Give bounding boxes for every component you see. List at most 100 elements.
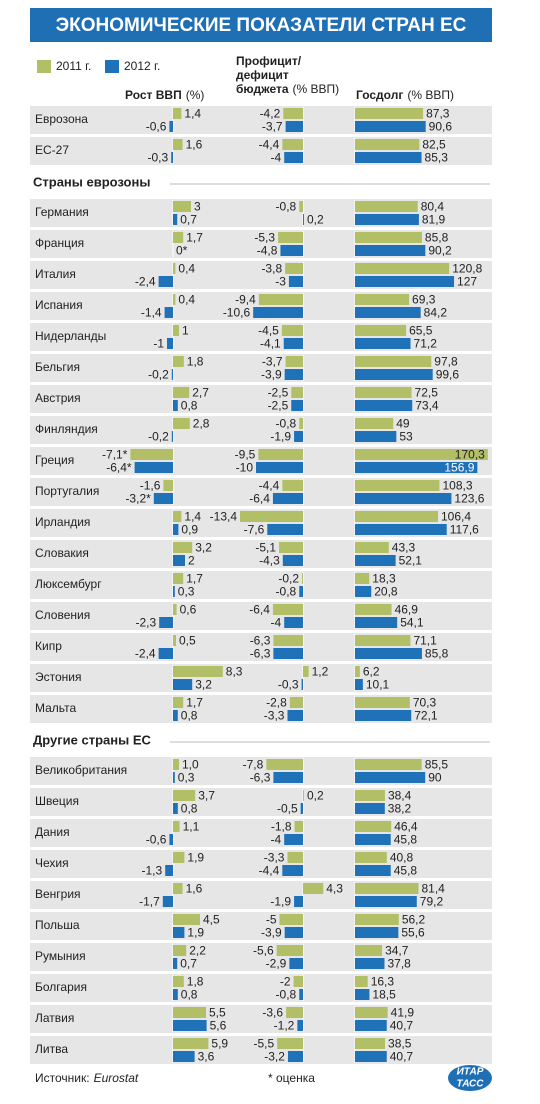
bar — [355, 449, 488, 460]
value-label: -6,3 — [250, 647, 271, 661]
bar — [159, 617, 173, 628]
bar — [173, 790, 196, 801]
bar — [355, 307, 421, 318]
logo-text: ИТАР — [457, 1067, 484, 1078]
value-label: 90,6 — [429, 120, 453, 134]
column-header-title: дефицит — [236, 68, 289, 82]
bar — [273, 648, 303, 659]
value-label: 16,3 — [371, 975, 395, 989]
bar — [267, 524, 303, 535]
bar — [355, 152, 422, 163]
column-header: бюджета (% ВВП) — [236, 82, 339, 96]
source-name: Eurostat — [94, 1071, 139, 1085]
column-header-title: Профицит/ — [236, 54, 302, 68]
legend-label: 2012 г. — [124, 59, 160, 73]
bar — [355, 400, 413, 411]
country-label: Бельгия — [35, 360, 80, 374]
value-label: 3,7 — [198, 789, 215, 803]
bar — [294, 821, 303, 832]
row-background — [30, 323, 492, 351]
value-label: 117,6 — [450, 523, 479, 537]
value-label: 1,9 — [187, 926, 204, 940]
bar — [355, 883, 419, 894]
value-label: 120,8 — [452, 262, 482, 276]
bar — [355, 245, 426, 256]
value-label: 4,5 — [203, 913, 220, 927]
value-label: 18,5 — [372, 988, 396, 1002]
value-label: -0,2 — [148, 430, 169, 444]
country-label: Ирландия — [35, 515, 90, 529]
value-label: 127 — [457, 275, 477, 289]
bar — [297, 1020, 303, 1031]
bar — [355, 263, 450, 274]
value-label: -4,2 — [260, 107, 281, 121]
bar — [355, 294, 410, 305]
value-label: 0,9 — [181, 523, 198, 537]
bar — [167, 338, 173, 349]
country-label: Мальта — [35, 701, 76, 715]
value-label: -4 — [271, 833, 282, 847]
value-label: 8,3 — [226, 665, 243, 679]
bar — [130, 449, 173, 460]
column-header: Рост ВВП (%) — [125, 88, 204, 102]
value-label: -2,5 — [268, 386, 289, 400]
value-label: 80,4 — [421, 200, 445, 214]
bar — [253, 307, 303, 318]
value-label: 0,2 — [307, 213, 324, 227]
value-label: 0,8 — [181, 988, 198, 1002]
row-background — [30, 819, 492, 847]
value-label: -4,4 — [259, 138, 280, 152]
value-label: -4,4 — [259, 479, 280, 493]
group-heading: Страны еврозоны — [33, 174, 150, 189]
bar — [173, 772, 175, 783]
value-label: 97,8 — [434, 355, 458, 369]
bar — [173, 803, 178, 814]
column-header-unit: (% ВВП) — [293, 82, 340, 96]
value-label: -13,4 — [210, 510, 238, 524]
bar — [303, 666, 309, 677]
value-label: -0,5 — [277, 802, 298, 816]
value-label: -1,7 — [139, 895, 160, 909]
value-label: -0,8 — [276, 585, 297, 599]
value-label: -3,8 — [261, 262, 282, 276]
bar — [355, 604, 392, 615]
bar — [355, 710, 412, 721]
column-header-title: бюджета — [236, 82, 289, 96]
value-label: 10,1 — [366, 678, 390, 692]
bar — [355, 480, 440, 491]
value-label: -3,6 — [262, 1006, 283, 1020]
country-label: Финляндия — [35, 422, 98, 436]
bar — [285, 263, 303, 274]
value-label: -10 — [236, 461, 254, 475]
country-label: Еврозона — [35, 112, 88, 126]
value-label: -1,9 — [270, 895, 291, 909]
country-label: Словакия — [35, 546, 89, 560]
value-label: 71,2 — [414, 337, 438, 351]
value-label: 3,2 — [195, 541, 212, 555]
value-label: -6,3 — [250, 634, 271, 648]
value-label: -1,6 — [140, 479, 161, 493]
value-label: 108,3 — [442, 479, 472, 493]
value-label: 72,1 — [414, 709, 438, 723]
bar — [169, 121, 173, 132]
row-background — [30, 602, 492, 630]
value-label: -5 — [266, 913, 277, 927]
bar — [282, 480, 303, 491]
bar — [355, 697, 410, 708]
bar — [355, 1038, 386, 1049]
bar — [287, 852, 303, 863]
bar — [273, 635, 303, 646]
value-label: 38,2 — [388, 802, 412, 816]
value-label: 90 — [428, 771, 442, 785]
bar — [173, 232, 184, 243]
value-label: 1 — [182, 324, 189, 338]
row-background — [30, 912, 492, 940]
bar — [173, 958, 178, 969]
row-background — [30, 540, 492, 568]
bar — [355, 542, 389, 553]
value-label: 49 — [396, 417, 410, 431]
value-label: -6,4 — [249, 492, 270, 506]
bar — [284, 927, 303, 938]
value-label: 43,3 — [392, 541, 416, 555]
value-label: 38,4 — [388, 789, 412, 803]
